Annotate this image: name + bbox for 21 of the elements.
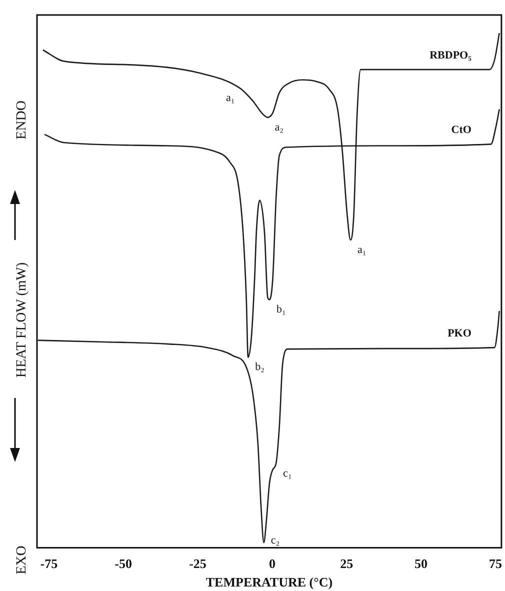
annotation: b₂ bbox=[255, 361, 265, 374]
x-tick-label: -50 bbox=[114, 556, 132, 571]
x-tick-label: 50 bbox=[414, 556, 428, 571]
series-label: PKO bbox=[448, 327, 472, 340]
annotation: b₁ bbox=[276, 304, 286, 316]
text: EXO bbox=[14, 546, 30, 574]
x-tick-label: -75 bbox=[40, 556, 58, 571]
annotation: c₁ bbox=[283, 467, 292, 480]
x-tick-label: 75 bbox=[488, 556, 502, 571]
x-tick-label: 25 bbox=[340, 556, 354, 571]
annotation: c₂ bbox=[270, 534, 280, 547]
y-axis-title: HEAT FLOW (mW) bbox=[14, 262, 30, 378]
annotation: a₂ bbox=[274, 121, 284, 134]
annotation: a₁ bbox=[226, 92, 235, 104]
text: ENDO bbox=[14, 100, 30, 140]
series-label: RBDPO₅ bbox=[430, 49, 472, 62]
series-label: CtO bbox=[451, 124, 472, 136]
x-axis-title: TEMPERATURE (°C) bbox=[206, 574, 333, 590]
x-tick-label: -25 bbox=[189, 556, 207, 571]
annotation: a₁ bbox=[357, 244, 366, 256]
x-tick-label: 0 bbox=[268, 556, 276, 571]
